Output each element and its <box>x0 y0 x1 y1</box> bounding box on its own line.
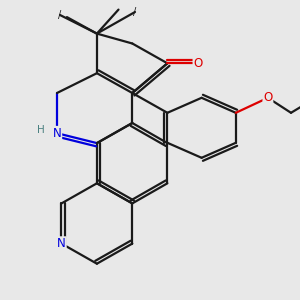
Text: H: H <box>37 124 44 135</box>
Text: N: N <box>52 127 62 140</box>
Text: O: O <box>194 57 202 70</box>
Text: /: / <box>134 7 136 17</box>
Text: N: N <box>57 237 66 250</box>
Text: /: / <box>58 10 61 20</box>
Text: O: O <box>263 91 272 104</box>
